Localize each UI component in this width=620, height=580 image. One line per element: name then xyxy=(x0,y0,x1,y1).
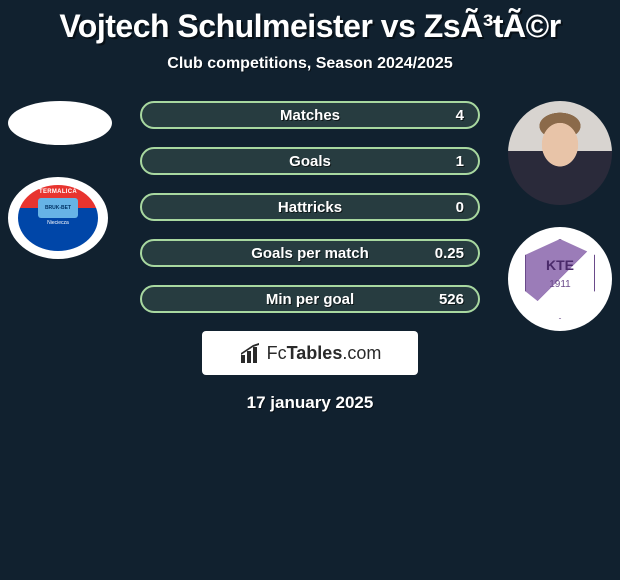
content-area: TERMALICA BRUK-BET Nieciecza KTE 1911 Ma… xyxy=(0,101,620,413)
right-player-avatar xyxy=(508,101,612,205)
stat-value: 0.25 xyxy=(435,245,464,262)
kte-text: KTE xyxy=(525,257,595,273)
stat-label: Goals xyxy=(289,153,331,170)
left-club-badge: TERMALICA BRUK-BET Nieciecza xyxy=(8,177,108,259)
stat-label: Min per goal xyxy=(266,291,354,308)
termalica-logo: TERMALICA BRUK-BET Nieciecza xyxy=(18,185,98,251)
stat-rows: Matches 4 Goals 1 Hattricks 0 Goals per … xyxy=(140,101,480,313)
barchart-icon xyxy=(239,341,263,365)
stat-row-matches: Matches 4 xyxy=(140,101,480,129)
kte-logo: KTE 1911 xyxy=(525,239,595,319)
brand-text: FcTables.com xyxy=(267,343,382,364)
stat-row-hattricks: Hattricks 0 xyxy=(140,193,480,221)
brand-bold: Tables xyxy=(287,343,343,363)
stat-label: Goals per match xyxy=(251,245,369,262)
stat-label: Matches xyxy=(280,107,340,124)
termalica-bottom-text: Nieciecza xyxy=(47,220,69,226)
termalica-top-text: TERMALICA xyxy=(39,189,77,195)
brand-suffix: .com xyxy=(342,343,381,363)
right-club-badge: KTE 1911 xyxy=(508,227,612,331)
stat-row-min-per-goal: Min per goal 526 xyxy=(140,285,480,313)
termalica-mid-box: BRUK-BET xyxy=(38,198,78,218)
stat-value: 0 xyxy=(456,199,464,216)
left-player-column: TERMALICA BRUK-BET Nieciecza xyxy=(8,101,112,259)
date-line: 17 january 2025 xyxy=(0,393,620,413)
brand-box[interactable]: FcTables.com xyxy=(202,331,418,375)
stat-row-goals-per-match: Goals per match 0.25 xyxy=(140,239,480,267)
kte-year: 1911 xyxy=(525,279,595,290)
stat-value: 1 xyxy=(456,153,464,170)
right-player-column: KTE 1911 xyxy=(508,101,612,331)
stat-label: Hattricks xyxy=(278,199,342,216)
stat-value: 4 xyxy=(456,107,464,124)
brand-pre: Fc xyxy=(267,343,287,363)
left-player-avatar xyxy=(8,101,112,145)
stat-row-goals: Goals 1 xyxy=(140,147,480,175)
termalica-mid-text: BRUK-BET xyxy=(45,206,71,211)
page-subtitle: Club competitions, Season 2024/2025 xyxy=(0,55,620,73)
stat-value: 526 xyxy=(439,291,464,308)
page-title: Vojtech Schulmeister vs ZsÃ³tÃ©r xyxy=(0,0,620,45)
